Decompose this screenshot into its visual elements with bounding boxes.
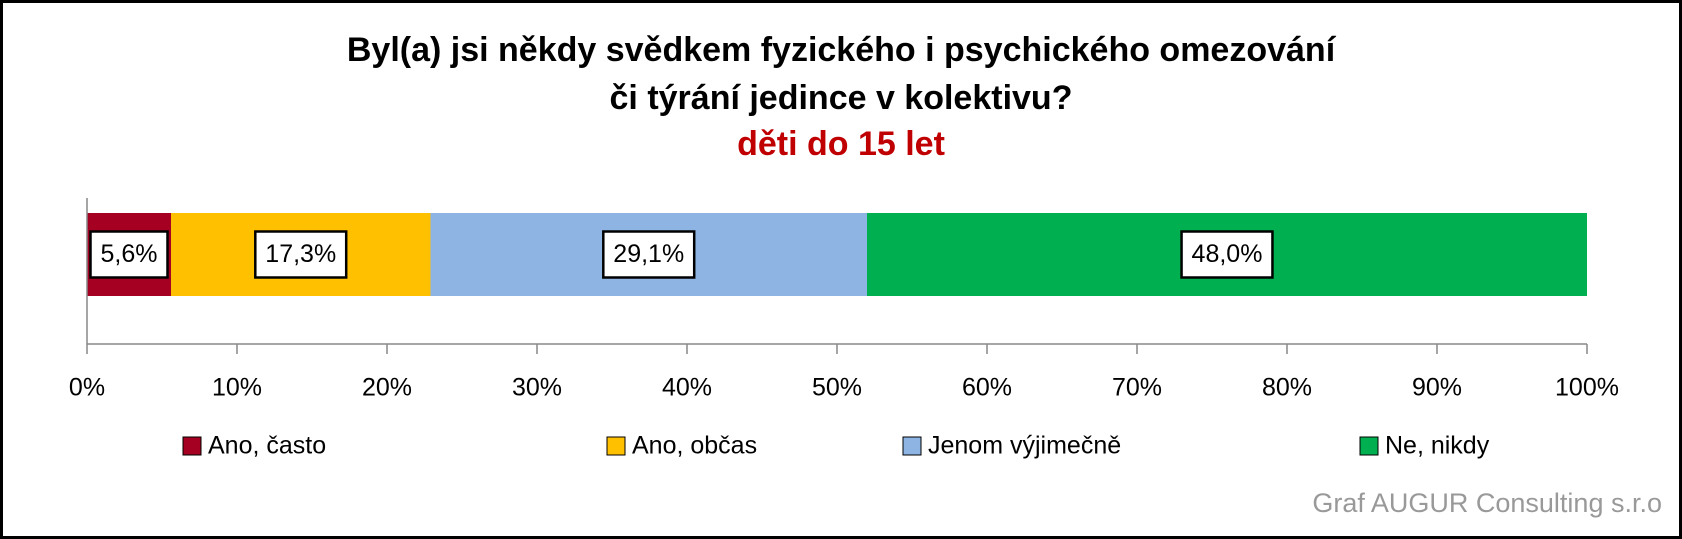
x-tick-label: 80% — [1262, 374, 1312, 402]
legend-swatch — [1359, 436, 1379, 456]
chart-title: Byl(a) jsi někdy svědkem fyzického i psy… — [347, 31, 1337, 69]
x-tick-label: 100% — [1555, 374, 1619, 402]
legend-swatch — [182, 436, 202, 456]
footnote: Graf AUGUR Consulting s.r.o — [1312, 488, 1662, 518]
value-label-box — [254, 230, 348, 279]
x-tick-label: 0% — [69, 374, 105, 402]
legend-swatch — [606, 436, 626, 456]
value-label-box — [1180, 230, 1274, 279]
value-label-box — [602, 230, 696, 279]
x-tick-label: 50% — [812, 374, 862, 402]
legend-label: Ano, často — [208, 432, 326, 460]
legend-label: Ano, občas — [632, 432, 757, 460]
x-tick-label: 30% — [512, 374, 562, 402]
chart-subtitle: děti do 15 let — [737, 125, 945, 163]
x-tick-label: 20% — [362, 374, 412, 402]
legend-label: Jenom výjimečně — [928, 432, 1121, 460]
value-label-box — [89, 230, 169, 279]
value-label: 17,3% — [265, 240, 336, 268]
x-tick-label: 70% — [1112, 374, 1162, 402]
x-tick-label: 40% — [662, 374, 712, 402]
value-label: 48,0% — [1192, 240, 1263, 268]
value-label: 5,6% — [101, 240, 158, 268]
x-tick-label: 10% — [212, 374, 262, 402]
value-label: 29,1% — [613, 240, 684, 268]
x-tick-label: 60% — [962, 374, 1012, 402]
legend-swatch — [902, 436, 922, 456]
x-tick-label: 90% — [1412, 374, 1462, 402]
chart-title: či týrání jedince v kolektivu? — [610, 79, 1073, 117]
legend-label: Ne, nikdy — [1385, 432, 1490, 460]
